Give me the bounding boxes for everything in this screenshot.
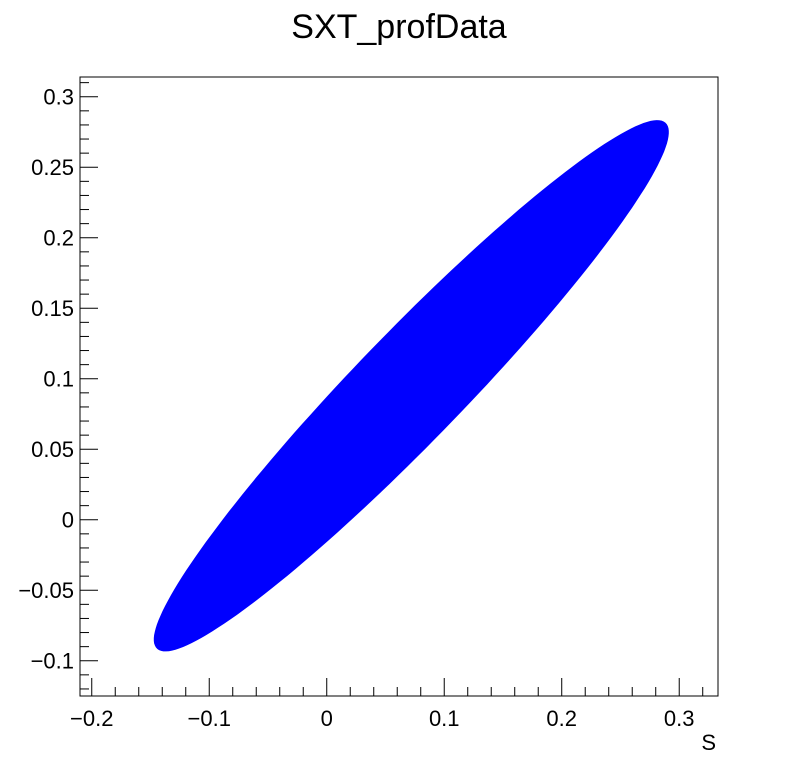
x-tick-label: −0.2 <box>70 706 113 731</box>
x-tick-label: 0 <box>321 706 333 731</box>
y-tick-label: −0.1 <box>31 649 74 674</box>
y-tick-label: −0.05 <box>18 578 74 603</box>
y-tick-label: 0.15 <box>31 296 74 321</box>
x-axis-label: S <box>701 730 716 755</box>
chart-title: SXT_profData <box>291 8 507 46</box>
y-tick-label: 0.3 <box>43 85 74 110</box>
x-tick-label: 0.1 <box>429 706 460 731</box>
data-cloud <box>153 120 669 652</box>
y-tick-label: 0 <box>62 508 74 533</box>
x-tick-label: 0.2 <box>546 706 577 731</box>
y-tick-label: 0.1 <box>43 367 74 392</box>
plot-frame <box>79 76 719 697</box>
y-tick-label: 0.2 <box>43 226 74 251</box>
x-axis: −0.2 −0.1 0 0.1 0.2 0.3 <box>70 678 704 731</box>
data-cloud-shape <box>153 120 669 652</box>
y-tick-label: 0.25 <box>31 155 74 180</box>
x-tick-label: 0.3 <box>664 706 695 731</box>
x-tick-label: −0.1 <box>188 706 231 731</box>
y-tick-label: 0.05 <box>31 437 74 462</box>
y-axis: −0.1 −0.05 0 0.05 0.1 0.15 0.2 0.25 0.3 <box>18 82 98 690</box>
